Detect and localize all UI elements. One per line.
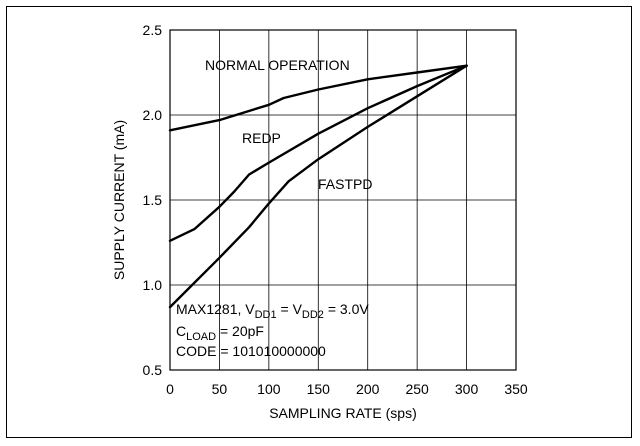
series-lines [168,64,468,309]
y-tick-label: 1.0 [143,277,163,293]
x-tick-label: 0 [166,381,174,397]
series-line-normal-operation [168,64,468,132]
y-axis-label: SUPPLY CURRENT (mA) [111,120,127,280]
series-label-redp: REDP [242,130,281,146]
annotation-load: CLOAD = 20pF [176,323,264,343]
x-tick-label: 300 [455,381,479,397]
series-line-fastpd [168,64,468,309]
x-tick-label: 250 [405,381,429,397]
y-tick-label: 1.5 [143,192,163,208]
x-tick-label: 350 [504,381,528,397]
chart-frame [6,6,632,438]
grid-lines [170,30,516,370]
series-line-redp [168,64,468,243]
plot-area [169,29,517,371]
x-tick-label: 200 [356,381,380,397]
annotation-conditions: MAX1281, VDD1 = VDD2 = 3.0V [176,301,369,321]
x-tick-label: 100 [257,381,281,397]
series-label-fastpd: FASTPD [318,176,372,192]
y-tick-label: 2.5 [143,22,163,38]
y-tick-labels: 0.5 1.0 1.5 2.0 2.5 [143,22,163,378]
x-tick-labels: 0 50 100 150 200 250 300 350 [166,381,528,397]
x-tick-label: 150 [307,381,331,397]
y-tick-label: 0.5 [143,362,163,378]
x-axis-label: SAMPLING RATE (sps) [269,405,417,421]
y-tick-label: 2.0 [143,107,163,123]
series-label-normal-operation: NORMAL OPERATION [205,57,350,73]
annotation-code: CODE = 101010000000 [176,343,326,359]
x-tick-label: 50 [212,381,228,397]
